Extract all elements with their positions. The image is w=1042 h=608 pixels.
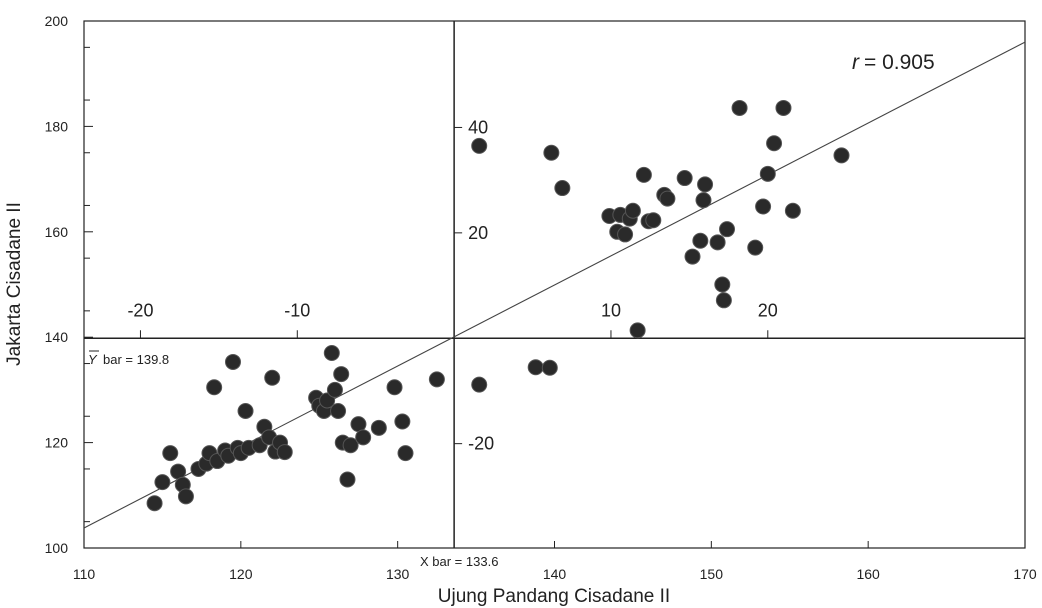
data-point [714, 276, 731, 293]
r-symbol: r [852, 51, 860, 74]
data-point [541, 359, 558, 376]
data-point [659, 190, 676, 207]
data-point [731, 99, 748, 116]
y-axis-ticks: 100 120 140 160 180 200 [45, 13, 93, 556]
y-tick-label: 200 [45, 13, 69, 29]
data-point [775, 99, 792, 116]
data-point [554, 180, 571, 197]
data-point [333, 366, 350, 383]
data-point [715, 292, 732, 309]
y-mean-symbol: Y [88, 352, 98, 367]
data-point [645, 212, 662, 229]
deviation-x-ticks: -20 -10 10 20 [127, 300, 778, 339]
data-point [162, 445, 179, 462]
y-tick-label: 100 [45, 540, 69, 556]
x-tick-label: 170 [1013, 566, 1037, 582]
data-point [342, 437, 359, 454]
data-point [264, 369, 281, 386]
x-tick-label: 120 [229, 566, 253, 582]
data-point [697, 176, 714, 193]
data-point [154, 474, 171, 491]
x-axis-ticks: 110 120 130 140 150 160 170 [73, 541, 1037, 582]
deviation-y-tick-label: 20 [468, 223, 488, 243]
x-tick-label: 130 [386, 566, 410, 582]
data-point [237, 402, 254, 419]
data-point [394, 413, 411, 430]
deviation-x-tick-label: -10 [284, 300, 310, 320]
data-point [339, 471, 356, 488]
y-tick-label: 140 [45, 329, 69, 345]
data-point [617, 226, 634, 243]
data-point [766, 135, 783, 152]
x-tick-label: 110 [73, 566, 96, 582]
deviation-x-tick-label: 20 [758, 300, 778, 320]
data-point [330, 402, 347, 419]
y-tick-label: 120 [45, 435, 69, 451]
y-mean-text: bar = 139.8 [103, 352, 169, 367]
data-point [323, 345, 340, 362]
data-point [355, 429, 372, 446]
deviation-x-tick-label: 10 [601, 300, 621, 320]
data-point [428, 371, 445, 388]
x-axis-title: Ujung Pandang Cisadane II [438, 586, 670, 607]
data-point [177, 488, 194, 505]
data-point [784, 202, 801, 219]
data-point [759, 165, 776, 182]
data-point [206, 379, 223, 396]
y-minor-ticks [84, 46, 90, 523]
r-value: = 0.905 [864, 51, 935, 74]
x-tick-label: 160 [856, 566, 880, 582]
y-tick-label: 180 [45, 118, 69, 134]
deviation-y-tick-label: -20 [468, 434, 494, 454]
data-point [719, 221, 736, 238]
data-point [709, 234, 726, 251]
data-point [695, 192, 712, 209]
data-point [276, 444, 293, 461]
data-point [527, 359, 544, 376]
x-mean-label: X bar = 133.6 [420, 554, 498, 569]
data-point [543, 144, 560, 161]
data-points [146, 99, 850, 512]
y-axis-title: Jakarta Cisadane II [4, 202, 25, 366]
data-point [397, 445, 414, 462]
deviation-y-ticks: 40 20 -20 [454, 117, 494, 454]
data-point [386, 379, 403, 396]
data-point [471, 137, 488, 154]
deviation-y-tick-label: 40 [468, 117, 488, 137]
data-point [629, 322, 646, 339]
data-point [326, 381, 343, 398]
data-point [635, 166, 652, 183]
data-point [370, 419, 387, 436]
y-tick-label: 160 [45, 224, 69, 240]
data-point [755, 198, 772, 215]
data-point [146, 495, 163, 512]
r-label: r = 0.905 [852, 51, 935, 74]
data-point [224, 353, 241, 370]
data-point [692, 232, 709, 249]
deviation-x-tick-label: -20 [127, 300, 153, 320]
data-point [471, 376, 488, 393]
data-point [684, 248, 701, 265]
data-point [624, 202, 641, 219]
x-tick-label: 140 [543, 566, 567, 582]
data-point [747, 239, 764, 256]
x-tick-label: 150 [700, 566, 724, 582]
data-point [833, 147, 850, 164]
y-mean-label: Y bar = 139.8 [88, 350, 169, 367]
data-point [676, 170, 693, 187]
